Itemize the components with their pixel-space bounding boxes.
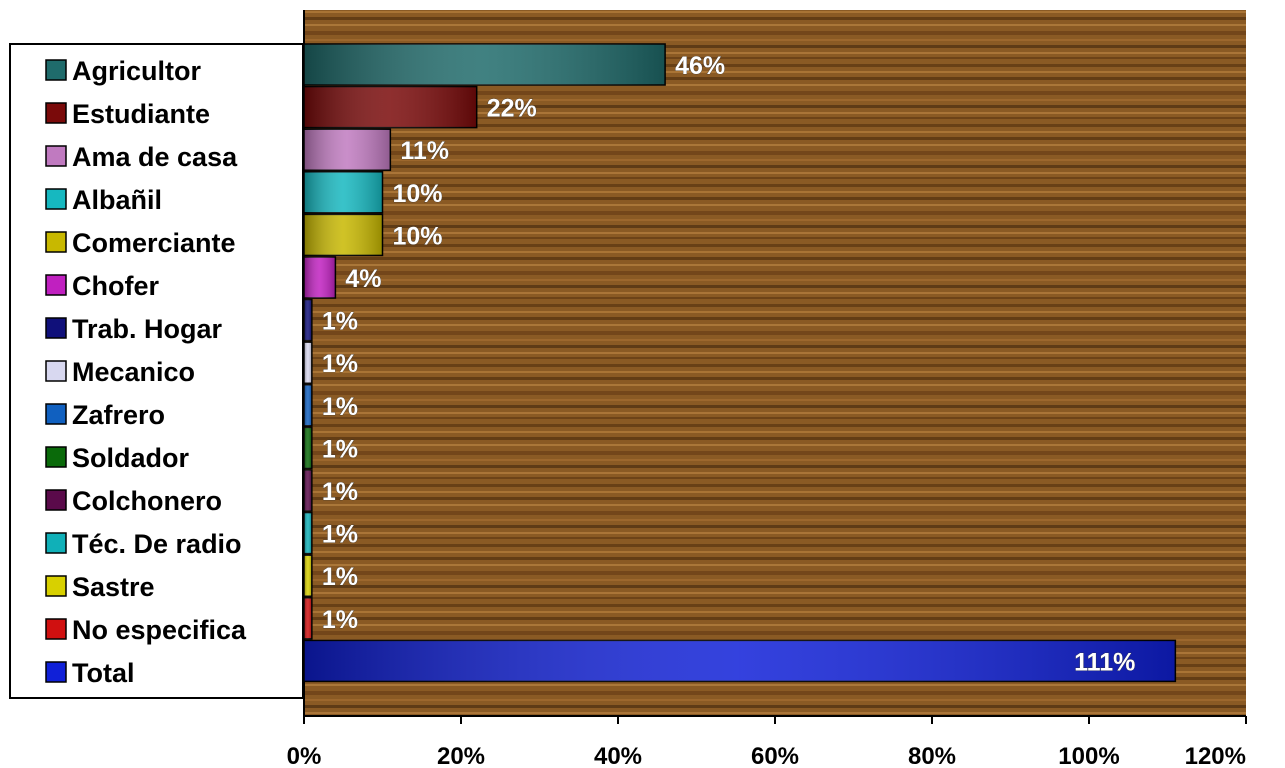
legend-label-9: Soldador (72, 443, 189, 473)
legend-label-4: Comerciante (72, 228, 236, 258)
bar-shade-2 (304, 129, 391, 171)
legend-label-12: Sastre (72, 572, 155, 602)
bar-value-label-3: 10% (393, 180, 443, 208)
x-tick-label-0: 0% (287, 743, 322, 768)
x-ticks-group: 0% 20% 40% 60% 80% 100% 120% (287, 716, 1247, 768)
legend-swatch-4 (45, 231, 67, 253)
legend-swatch-13 (45, 618, 67, 640)
legend-swatch-11 (45, 532, 67, 554)
bar-shade-1 (304, 86, 477, 128)
legend-swatch-7 (45, 360, 67, 382)
legend-label-3: Albañil (72, 185, 162, 215)
bar-value-label-11: 1% (322, 521, 358, 549)
x-tick-label-3: 60% (751, 743, 799, 768)
legend-label-14: Total (72, 658, 135, 688)
legend-swatch-5 (45, 274, 67, 296)
x-tick-label-5: 100% (1058, 743, 1119, 768)
bar-value-label-13: 1% (322, 606, 358, 634)
bar-value-label-10: 1% (322, 478, 358, 506)
legend-label-5: Chofer (72, 271, 159, 301)
x-tick-label-1: 20% (437, 743, 485, 768)
bar-shade-7 (304, 342, 312, 384)
bar-value-label-9: 1% (322, 435, 358, 463)
bar-shade-4 (304, 214, 383, 256)
bar-value-label-14: 111% (1074, 648, 1135, 676)
legend-swatch-2 (45, 145, 67, 167)
legend-swatch-10 (45, 489, 67, 511)
bar-shade-0 (304, 44, 666, 85)
bar-shade-11 (304, 512, 312, 554)
bar-shade-12 (304, 555, 312, 597)
legend-label-11: Téc. De radio (72, 529, 242, 559)
legend-swatch-1 (45, 102, 67, 124)
legend-swatch-3 (45, 188, 67, 210)
legend-label-13: No especifica (72, 615, 247, 645)
legend-group: Agricultor Estudiante Ama de casa Albañil Co… (45, 56, 247, 688)
bar-value-label-0: 46% (675, 52, 725, 80)
legend-swatch-12 (45, 575, 67, 597)
legend-swatch-14 (45, 661, 67, 683)
legend-swatch-8 (45, 403, 67, 425)
bar-value-label-7: 1% (322, 350, 358, 378)
bar-shade-13 (304, 597, 312, 639)
bar-shade-10 (304, 470, 312, 511)
legend-swatch-9 (45, 446, 67, 468)
bars-group: 46% 22% 11% 10% 10% 4% 1% 1% 1% 1% 1% 1% 1% 1% 111% (303, 43, 1177, 683)
bar-value-label-8: 1% (322, 393, 358, 421)
legend-label-7: Mecanico (72, 357, 195, 387)
bar-shade-3 (304, 171, 383, 213)
bar-shade-14 (304, 640, 1176, 682)
bar-value-label-12: 1% (322, 563, 358, 591)
legend-label-1: Estudiante (72, 99, 210, 129)
bar-shade-6 (304, 299, 312, 341)
x-tick-label-2: 40% (594, 743, 642, 768)
bar-shade-9 (304, 427, 312, 469)
legend-label-10: Colchonero (72, 486, 222, 516)
legend-label-0: Agricultor (72, 56, 201, 86)
bar-shade-8 (304, 384, 312, 426)
legend-label-6: Trab. Hogar (72, 314, 223, 344)
bar-value-label-4: 10% (393, 222, 443, 250)
bar-value-label-5: 4% (345, 265, 381, 293)
legend-swatch-0 (45, 59, 67, 81)
bar-shade-5 (304, 257, 336, 298)
legend-swatch-6 (45, 317, 67, 339)
legend-label-2: Ama de casa (72, 142, 238, 172)
legend-label-8: Zafrero (72, 400, 165, 430)
bar-value-label-6: 1% (322, 308, 358, 336)
x-tick-label-4: 80% (908, 743, 956, 768)
bar-value-label-1: 22% (487, 95, 537, 123)
x-tick-label-6: 120% (1185, 743, 1246, 768)
bar-value-label-2: 11% (400, 137, 449, 165)
